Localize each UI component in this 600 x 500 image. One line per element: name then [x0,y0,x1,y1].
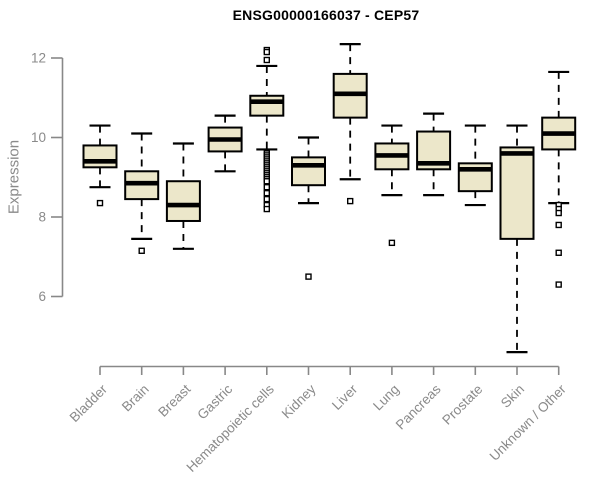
outlier-point [555,281,562,288]
iqr-box [249,94,285,117]
outlier-point [263,205,270,213]
x-category-label: Skin [498,382,527,411]
x-category-label: Bladder [67,381,111,425]
x-category-label: Lung [370,382,402,414]
outlier-point [305,273,312,280]
boxplot-pancreas [416,112,452,197]
boxplot-unknown-other [541,70,577,288]
outlier-point [138,247,145,254]
outlier-point [263,183,270,191]
outlier-point [555,221,562,229]
outlier-point [263,189,270,197]
outlier-point [263,178,270,185]
y-tick-label: 6 [38,289,46,304]
boxplot-gastric [207,114,243,173]
iqr-box [165,180,201,222]
boxplot-bladder [82,124,118,207]
y-tick-label: 8 [38,210,46,225]
x-category-label: Unknown / Other [487,381,570,464]
y-axis-label: Expression [5,139,23,215]
chart-title: ENSG00000166037 - CEP57 [232,7,420,23]
x-category-label: Pancreas [393,381,444,432]
boxplot-breast [165,142,201,250]
iqr-box [499,146,535,240]
boxplot-lung [374,124,410,247]
x-category-label: Gastric [194,381,235,422]
outlier-point [347,197,354,205]
outlier-point [263,48,270,56]
outlier-point [263,56,270,64]
outlier-point [555,249,562,256]
x-category-label: Prostate [439,382,485,428]
boxplot-kidney [291,136,326,280]
y-axis: 12 10 8 6 [31,51,64,304]
iqr-box [291,156,326,187]
boxplot-skin [499,124,535,354]
y-tick-label: 10 [31,130,46,145]
outlier-point [96,199,104,207]
x-category-label: Liver [329,381,361,413]
boxplot-brain [124,132,160,254]
x-category-label: Brain [119,382,152,415]
iqr-box [82,144,118,169]
boxplot-hematopoietic-cells [249,46,285,213]
x-category-label: Breast [155,381,193,419]
boxplot-prostate [457,124,493,207]
outlier-point [555,209,562,217]
x-category-label: Kidney [279,381,319,421]
outlier-point [388,239,396,247]
y-tick-label: 12 [31,51,46,66]
boxplot-liver [332,42,368,205]
outlier-point [263,195,270,203]
